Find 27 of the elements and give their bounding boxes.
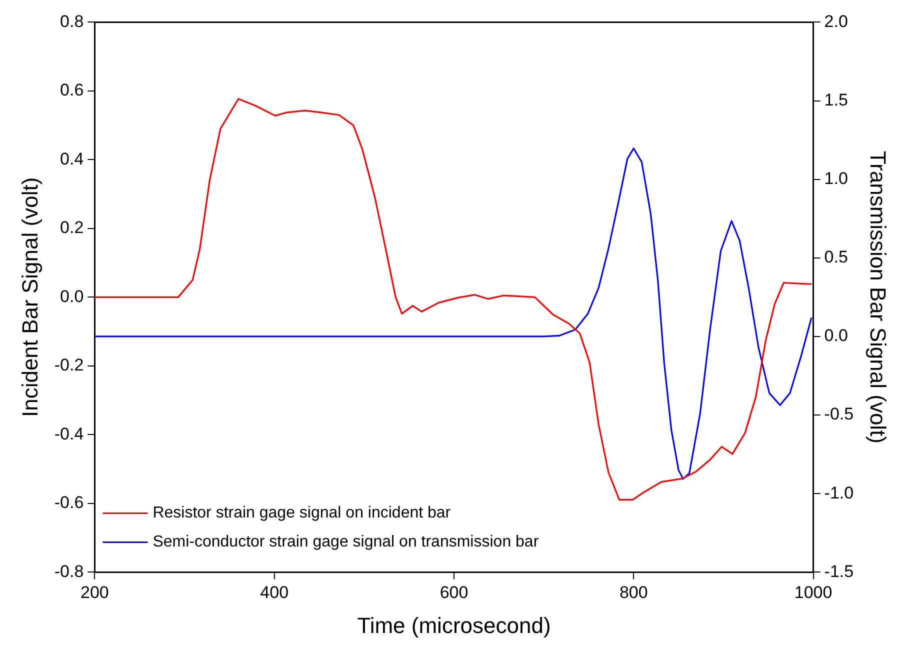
- y2-axis-title: Transmission Bar Signal (volt): [866, 150, 891, 444]
- x-tick-label: 400: [260, 583, 289, 602]
- y-tick-label: 0.4: [60, 149, 84, 168]
- x-tick-label: 600: [440, 583, 468, 602]
- y-tick-label: -0.6: [54, 493, 84, 512]
- y-tick-label: 0.2: [60, 218, 84, 238]
- x-axis-title: Time (microsecond): [357, 612, 551, 638]
- y2-tick-label: 1.0: [824, 169, 848, 188]
- y2-tick-label: -0.5: [824, 404, 854, 424]
- x-tick-label: 1000: [794, 583, 832, 602]
- y-tick-label: 0.0: [60, 286, 84, 306]
- y-tick-label: 0.6: [60, 80, 84, 100]
- y-tick-label: 0.8: [60, 12, 84, 31]
- y2-tick-label: 0.0: [824, 326, 848, 346]
- legend-label: Resistor strain gage signal on incident bar: [152, 504, 452, 522]
- y2-tick-label: 2.0: [824, 12, 848, 31]
- y2-tick-label: -1.0: [824, 483, 854, 502]
- y-tick-label: -0.4: [54, 424, 84, 444]
- y-axis-title: Incident Bar Signal (volt): [17, 177, 42, 418]
- y2-tick-label: 0.5: [824, 248, 848, 267]
- y-tick-label: -0.2: [54, 356, 84, 375]
- x-tick-label: 800: [619, 583, 648, 602]
- x-tick-label: 200: [80, 583, 109, 602]
- y-tick-label: -0.8: [54, 562, 84, 581]
- legend-label: Semi-conductor strain gage signal on transmission bar: [152, 534, 540, 551]
- y2-tick-label: -1.5: [824, 562, 854, 581]
- y2-tick-label: 1.5: [824, 90, 848, 110]
